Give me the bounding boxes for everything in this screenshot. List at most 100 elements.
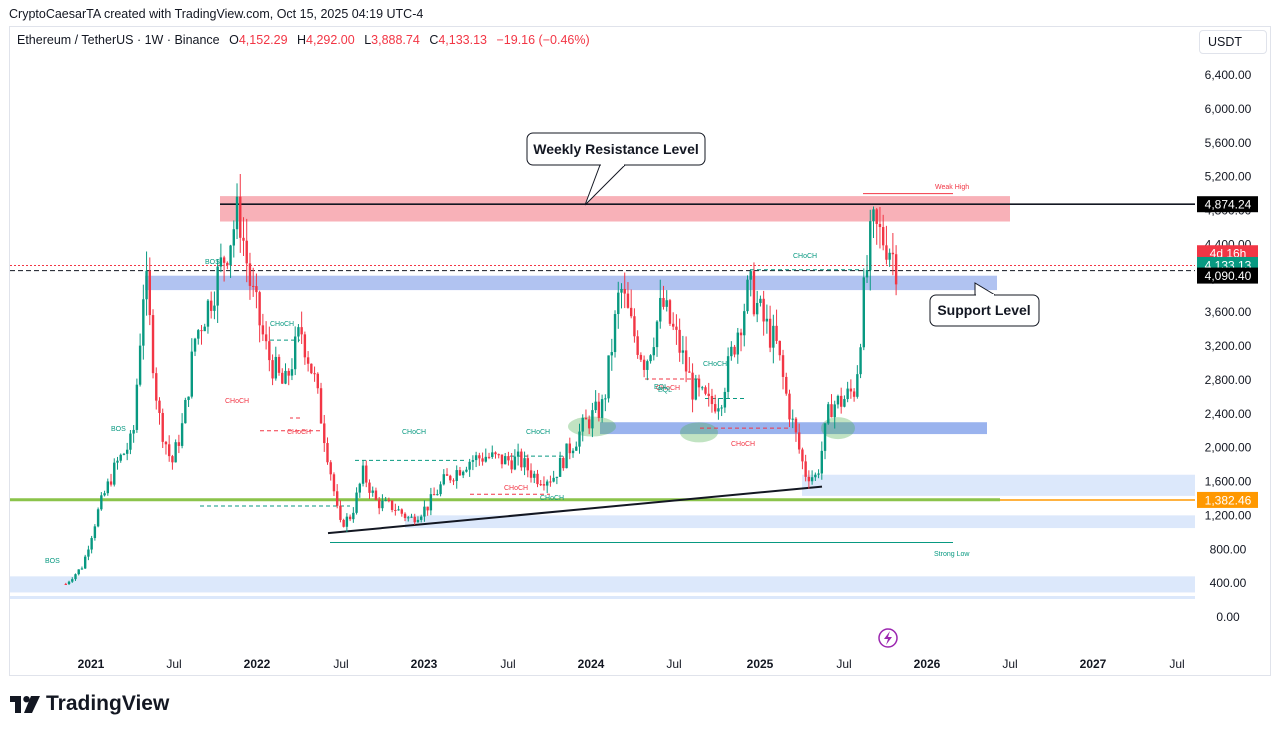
y-tick-label: 5,600.00 [1205, 136, 1252, 150]
support-callout-label: Support Level [937, 302, 1030, 318]
candle-body [772, 325, 775, 348]
candle-body [255, 286, 258, 293]
candle-body [797, 432, 801, 450]
candle-body [64, 583, 67, 585]
candle-body [610, 352, 613, 356]
candle-body [407, 517, 410, 519]
candle-body [814, 474, 817, 478]
weak-high-label: Weak High [935, 184, 969, 191]
candle-body [77, 569, 80, 575]
candle-body [113, 462, 116, 485]
resistance-callout-label: Weekly Resistance Level [533, 141, 699, 157]
x-tick-label: 2022 [244, 657, 271, 671]
candle-body [449, 475, 452, 481]
candle-body [125, 449, 129, 454]
candle-body [145, 270, 148, 300]
candle-body [171, 456, 174, 463]
candle-body [536, 473, 539, 485]
candle-body [691, 372, 694, 400]
candle-body [633, 316, 636, 337]
candle-body [400, 509, 403, 514]
structure-marker: CHoCH [703, 361, 727, 368]
x-tick-label: 2021 [78, 657, 105, 671]
candle-body [142, 299, 145, 346]
candle-body [629, 307, 633, 317]
candle-body [177, 442, 181, 446]
candle-body [245, 240, 248, 264]
candle-body [862, 277, 865, 348]
candle-body [368, 482, 371, 493]
line-layer [10, 193, 1195, 543]
structure-marker: CHoCH [656, 385, 680, 392]
candle-body [688, 371, 691, 373]
y-tick-label: 6,400.00 [1205, 68, 1252, 82]
currency-selector[interactable]: USDT [1199, 30, 1267, 54]
candle-body [478, 455, 481, 459]
y-tick-label: 2,800.00 [1205, 373, 1252, 387]
candle-body [894, 254, 898, 285]
candle-body [494, 452, 497, 455]
x-tick-label: Jul [1002, 657, 1017, 671]
y-tick-label: 1,200.00 [1205, 508, 1252, 522]
candle-body [100, 495, 103, 510]
candle-body [749, 271, 752, 280]
candle-body [662, 297, 665, 307]
ohlc-open-value: 4,152.29 [238, 33, 288, 47]
candle-body [778, 340, 781, 356]
callout-layer: Weekly Resistance Level Support Level [526, 132, 1040, 327]
candle-body [268, 341, 271, 361]
candle-body [197, 330, 200, 339]
candle-body [410, 516, 413, 518]
candle-body [106, 481, 109, 494]
candle-body [129, 433, 132, 450]
candle-body [242, 237, 245, 241]
candle-body [361, 465, 365, 484]
candle-body [248, 263, 252, 286]
ohlc-open-label: O [229, 33, 239, 47]
candle-body [174, 442, 177, 463]
candle-body [533, 473, 536, 478]
candle-body [342, 519, 345, 527]
candle-body [274, 356, 277, 379]
candle-body [707, 393, 710, 396]
candle-body [571, 450, 575, 454]
candle-body [743, 311, 746, 336]
candle-body [671, 323, 675, 327]
candle-body [713, 404, 717, 412]
candle-body [384, 500, 387, 502]
candle-body [733, 346, 736, 355]
candle-body [184, 399, 187, 424]
candle-body [701, 387, 704, 389]
candle-body [801, 449, 804, 462]
lightning-icon[interactable] [878, 628, 898, 648]
candle-body [885, 245, 888, 260]
candle-body [306, 357, 310, 364]
demand-zone [600, 422, 987, 435]
candle-body [96, 509, 100, 527]
tradingview-logo[interactable]: TradingView [10, 692, 169, 716]
ohlc-close-label: C [429, 33, 439, 47]
candle-body [600, 399, 604, 418]
structure-marker: CHoCH [731, 441, 755, 448]
candle-body [568, 443, 571, 454]
candle-body [365, 465, 368, 483]
candle-body [578, 431, 581, 447]
candle-body [432, 494, 436, 496]
candle-body [313, 373, 316, 375]
candle-body [222, 257, 226, 263]
candle-body [164, 441, 168, 445]
chart-frame[interactable] [9, 26, 1271, 676]
candle-body [539, 484, 542, 486]
candle-body [697, 378, 701, 388]
tradingview-logo-icon [10, 695, 40, 713]
candle-body [148, 270, 151, 316]
candle-body [804, 461, 807, 477]
candle-body [293, 336, 297, 370]
candle-body [116, 460, 119, 463]
price-label: 4,874.24 [1205, 198, 1252, 212]
candle-body [723, 391, 727, 408]
candle-body [836, 395, 840, 405]
candle-body [529, 470, 533, 478]
candle-body [878, 223, 882, 228]
